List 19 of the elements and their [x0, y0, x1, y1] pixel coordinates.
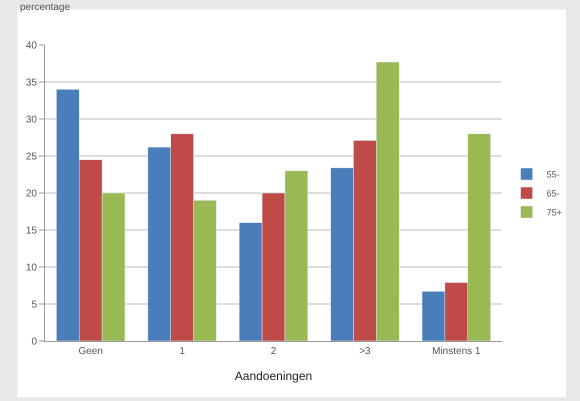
y-tick-label: 10 [26, 262, 38, 274]
x-tick-label: >3 [359, 346, 372, 357]
y-tick-label: 35 [26, 78, 38, 88]
x-tick-label: 2 [270, 346, 277, 357]
y-tick-label: 40 [26, 40, 38, 52]
y-tick-label: 30 [26, 114, 38, 126]
x-tick-label: Minstens 1 [432, 346, 481, 357]
y-tick-label: 15 [26, 226, 38, 236]
x-axis-title: Aandoeningen [234, 368, 312, 383]
y-tick-label: 5 [31, 300, 38, 310]
y-axis-title: percentage [20, 2, 70, 13]
x-tick-label: 1 [179, 346, 186, 357]
y-tick-label: 0 [31, 336, 38, 348]
legend-label: 65- [546, 188, 560, 199]
y-tick-label: 25 [26, 152, 38, 162]
legend-label: 55- [546, 170, 560, 180]
legend-label: 75+ [546, 208, 562, 218]
x-tick-label: Geen [78, 346, 103, 357]
y-tick-label: 20 [26, 188, 38, 200]
